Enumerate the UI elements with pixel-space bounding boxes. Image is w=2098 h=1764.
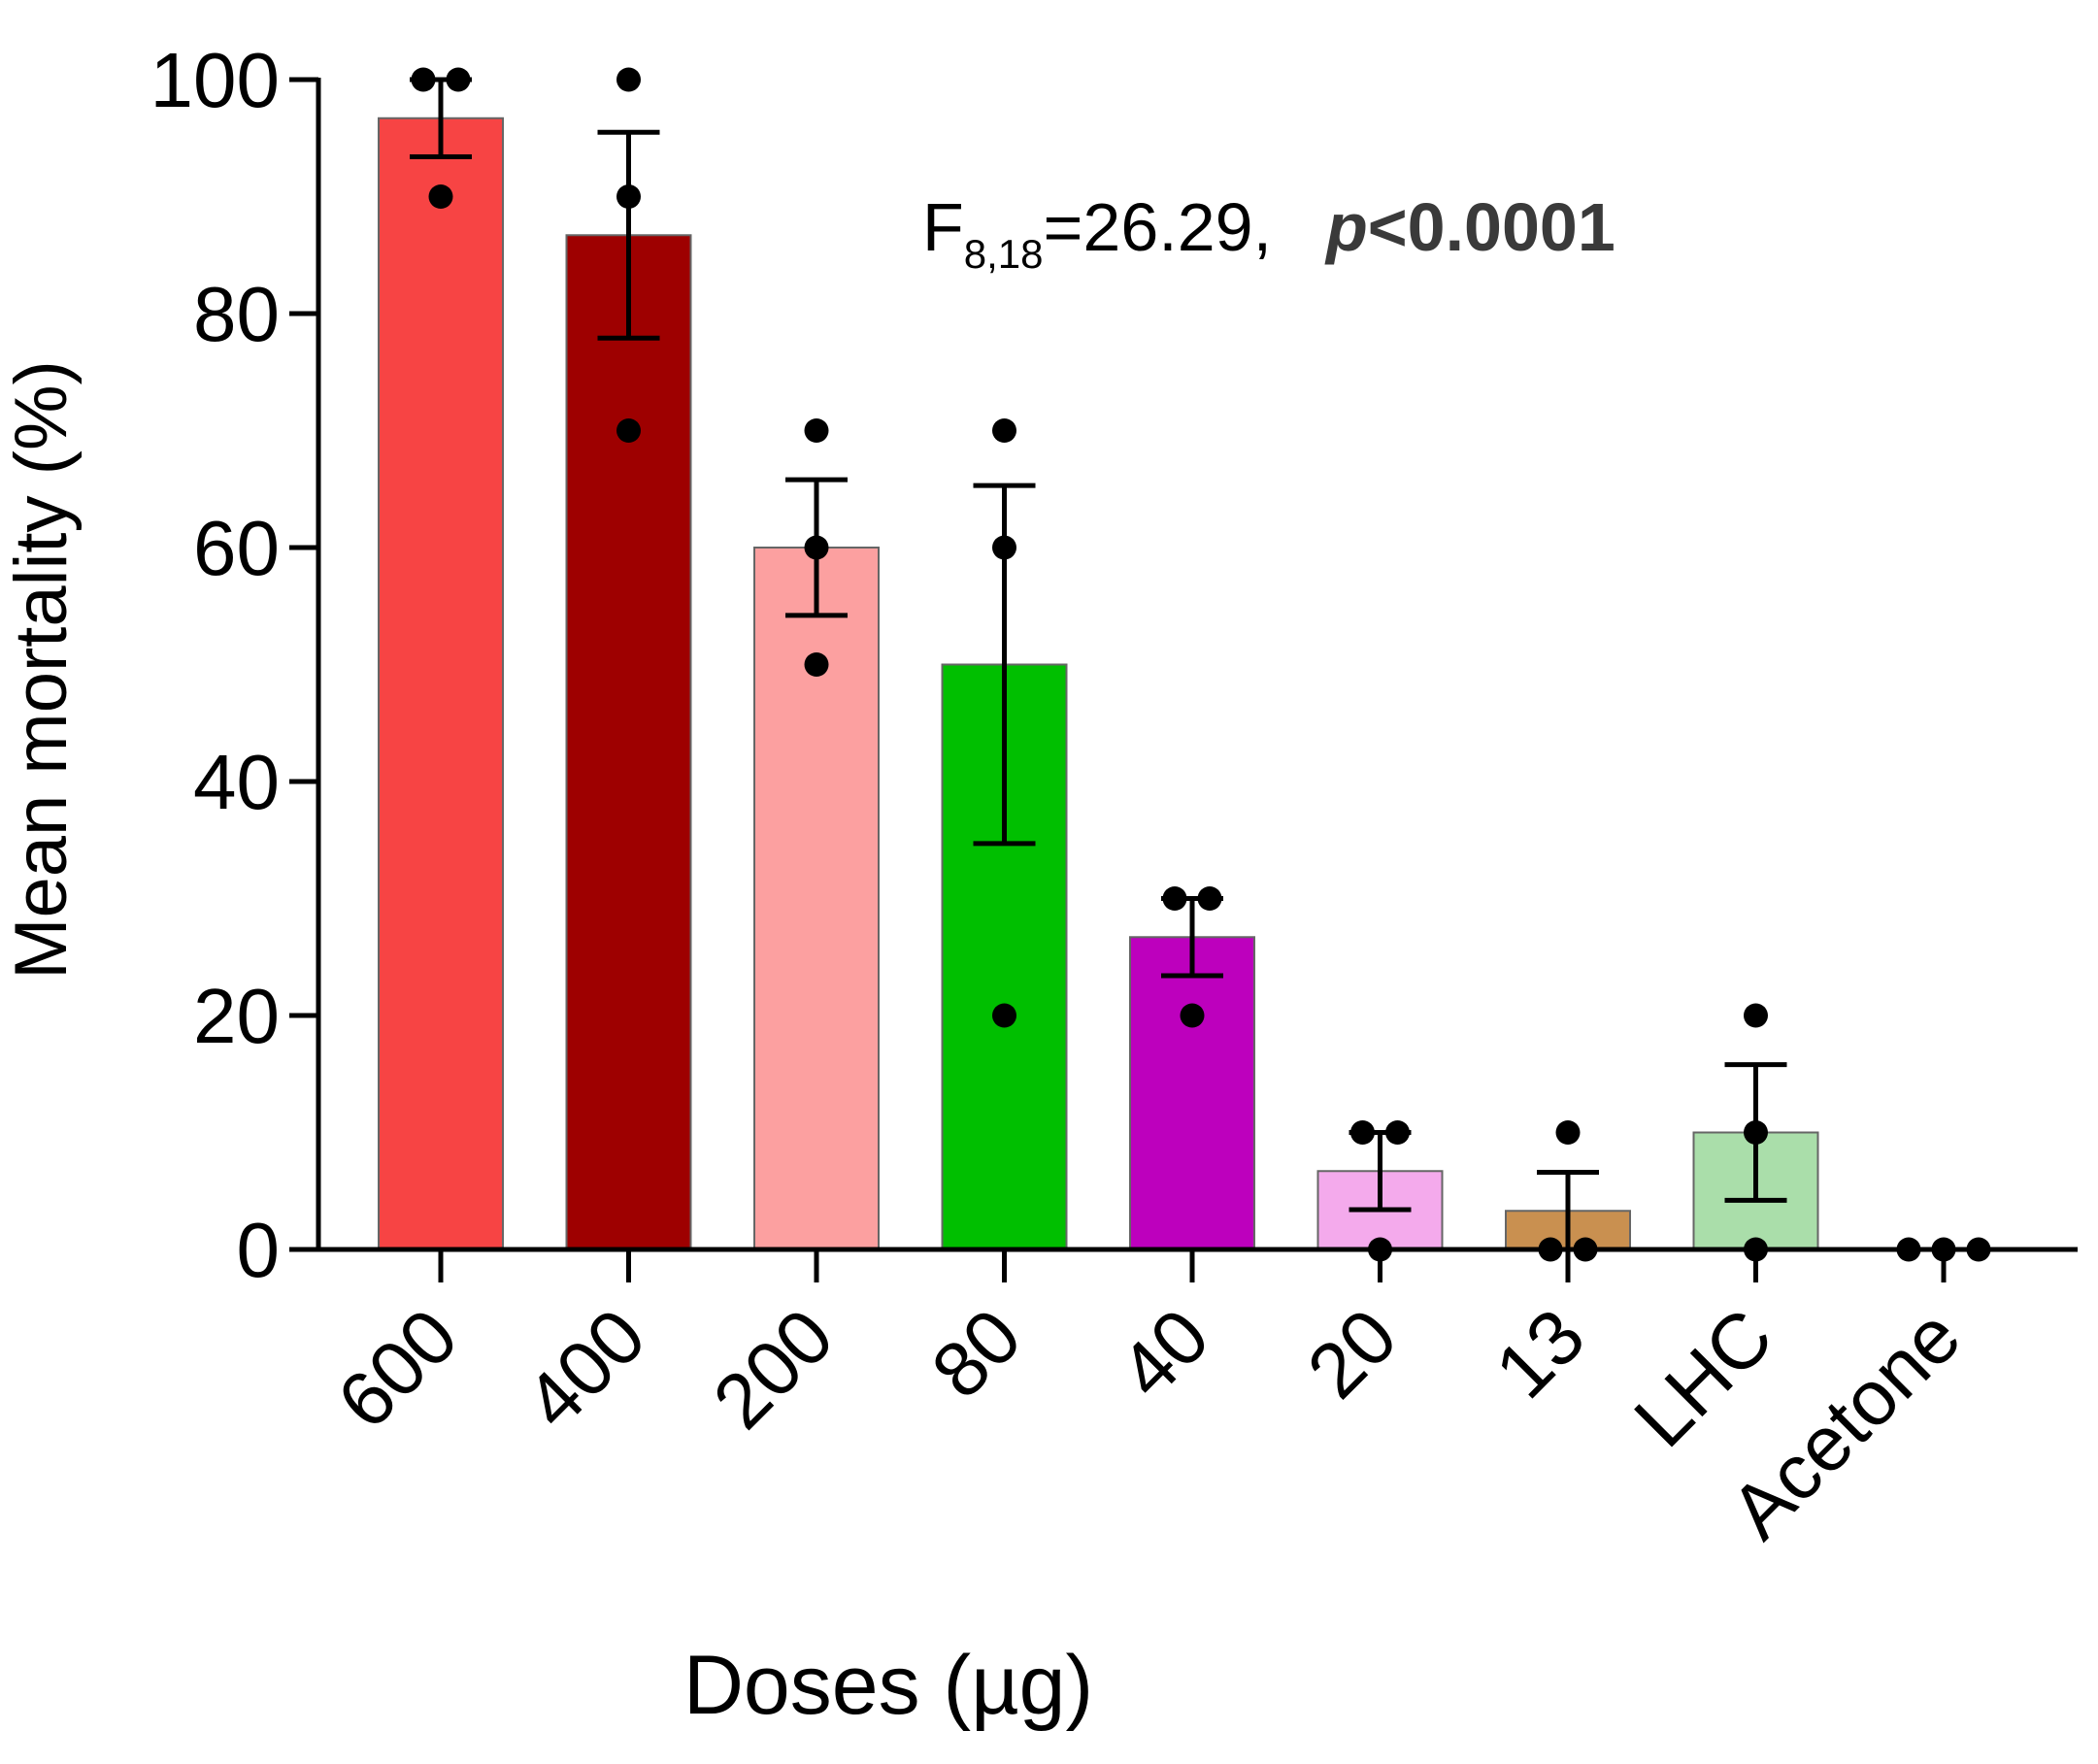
data-point — [1180, 1003, 1205, 1028]
data-point — [1744, 1003, 1768, 1028]
data-point — [804, 418, 829, 443]
y-axis-title: Mean mortality (%) — [0, 360, 83, 980]
y-tick-label: 100 — [150, 37, 280, 123]
axes-group — [316, 78, 2078, 1252]
y-tick-label: 20 — [193, 973, 280, 1059]
x-axis-title: Doses (µg) — [683, 1639, 1093, 1732]
x-tick-label: 20 — [1291, 1292, 1414, 1415]
data-point — [428, 184, 453, 209]
data-point — [1197, 886, 1222, 911]
x-tick-label: LHC — [1617, 1292, 1788, 1463]
p-value-number: <0.0001 — [1368, 189, 1615, 265]
y-tick-label: 60 — [193, 505, 280, 591]
f-statistic-df: 8,18 — [964, 231, 1044, 277]
x-tick-label: 13 — [1479, 1292, 1601, 1415]
data-point — [992, 535, 1016, 560]
data-point — [616, 67, 641, 92]
data-point — [446, 67, 471, 92]
x-tick-label: 200 — [697, 1292, 849, 1445]
bar-600 — [378, 116, 504, 1250]
x-tick-label: 40 — [1103, 1292, 1225, 1415]
y-ticks-group: 0 20 40 60 80 100 — [150, 37, 318, 1293]
stat-annotation: F8,18=26.29, p<0.0001 — [922, 189, 1615, 277]
x-tick-label: 80 — [916, 1292, 1038, 1415]
data-point — [804, 652, 829, 677]
data-point — [1350, 1120, 1375, 1145]
data-point — [1162, 886, 1187, 911]
data-point — [1555, 1120, 1581, 1145]
f-statistic-label: F — [922, 189, 964, 265]
y-tick-label: 80 — [193, 271, 280, 357]
x-tick-label: 600 — [321, 1292, 474, 1445]
data-point — [1385, 1120, 1410, 1145]
error-bar-400 — [597, 129, 660, 341]
data-point — [1744, 1120, 1768, 1145]
data-point — [804, 535, 829, 560]
data-point — [616, 418, 641, 443]
bar-400 — [565, 234, 692, 1250]
x-tick-label: 400 — [509, 1292, 661, 1445]
data-point — [411, 67, 436, 92]
data-point — [992, 418, 1016, 443]
data-point — [992, 1003, 1016, 1028]
y-tick-label: 40 — [193, 739, 280, 825]
f-statistic-value: =26.29, — [1044, 189, 1273, 265]
p-value-label: p — [1324, 189, 1368, 265]
bar-40 — [1129, 936, 1255, 1250]
data-point — [616, 184, 641, 209]
y-tick-label: 0 — [237, 1207, 281, 1293]
bars-group — [378, 116, 1819, 1251]
